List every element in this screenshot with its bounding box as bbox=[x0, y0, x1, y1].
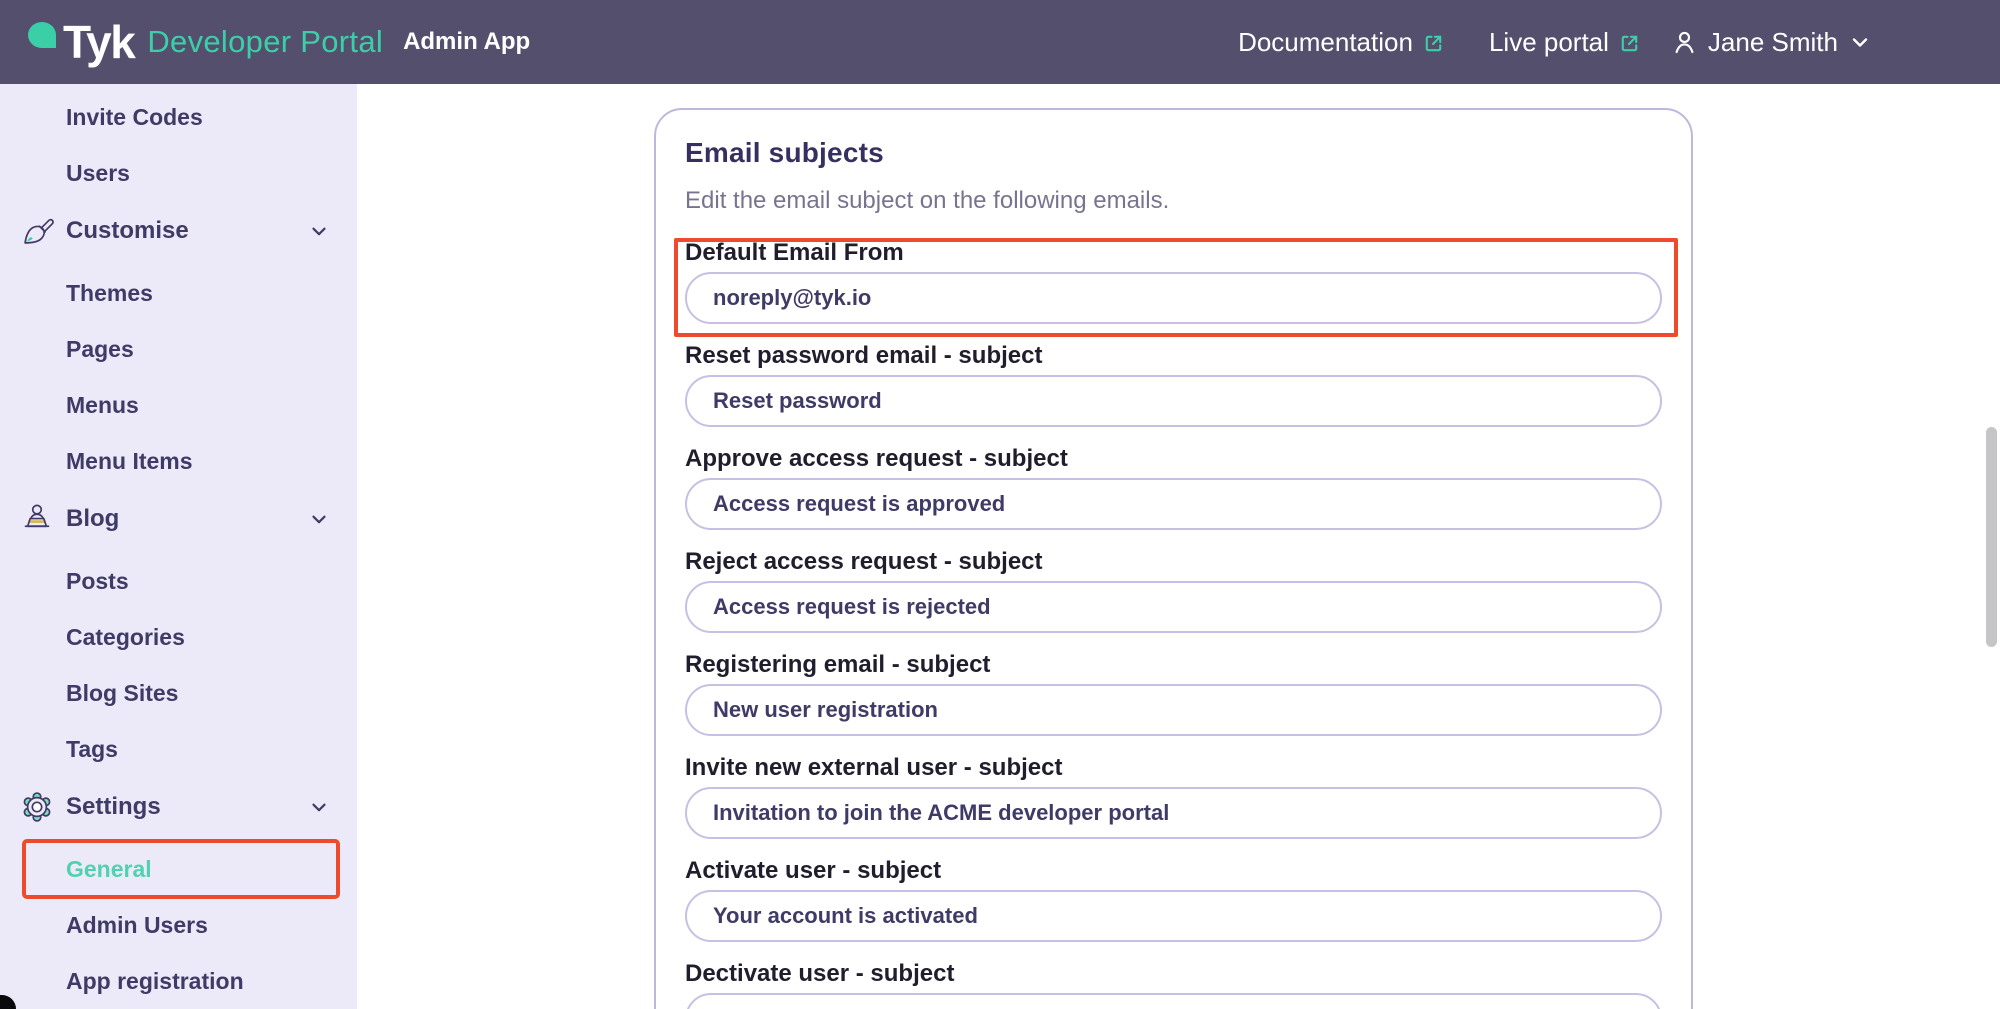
field-input-default-email-from[interactable] bbox=[685, 272, 1662, 324]
top-nav-bar: Tyk Developer Portal Admin App Documenta… bbox=[0, 0, 2000, 84]
sidebar-item-invite-codes[interactable]: Invite Codes bbox=[0, 89, 357, 145]
chevron-down-icon bbox=[308, 796, 330, 818]
field-group-default-email-from: Default Email From bbox=[674, 238, 1678, 337]
sidebar-link-label: Menu Items bbox=[66, 447, 193, 474]
sidebar-item-app-registration[interactable]: App registration bbox=[0, 953, 357, 1009]
sidebar-item-admin-users[interactable]: Admin Users bbox=[0, 897, 357, 953]
field-label: Reject access request - subject bbox=[685, 548, 1043, 575]
admin-app-label: Admin App bbox=[403, 28, 531, 55]
sidebar-link-label: Users bbox=[66, 159, 130, 186]
sidebar-item-general[interactable]: General bbox=[0, 839, 357, 899]
sidebar-link-label: Invite Codes bbox=[66, 103, 203, 130]
email-subject-fields: Default Email From Reset password email -… bbox=[674, 238, 1678, 1009]
field-label: Registering email - subject bbox=[685, 651, 991, 678]
sidebar-item-tags[interactable]: Tags bbox=[0, 721, 357, 777]
sidebar-item-themes[interactable]: Themes bbox=[0, 265, 357, 321]
sidebar-item-menu-items[interactable]: Menu Items bbox=[0, 433, 357, 489]
field-input-activate-user-subject[interactable] bbox=[685, 890, 1662, 942]
sidebar-item-blog-sites[interactable]: Blog Sites bbox=[0, 665, 357, 721]
sidebar-link-label: Categories bbox=[66, 623, 185, 650]
field-group-approve-access-request-subject: Approve access request - subject bbox=[685, 446, 1662, 530]
chevron-down-icon bbox=[308, 220, 330, 242]
sidebar-link-label: General bbox=[66, 855, 152, 882]
screen-corner-artifact bbox=[0, 995, 16, 1009]
sidebar-section-label: Customise bbox=[66, 217, 189, 244]
email-subjects-card: Email subjects Edit the email subject on… bbox=[654, 108, 1693, 1009]
external-link-icon bbox=[1618, 31, 1641, 54]
sidebar-link-label: Menus bbox=[66, 391, 139, 418]
sidebar-item-pages[interactable]: Pages bbox=[0, 321, 357, 377]
brand-suffix: Developer Portal bbox=[147, 24, 384, 59]
field-label: Approve access request - subject bbox=[685, 445, 1068, 472]
external-link-icon bbox=[1422, 31, 1445, 54]
field-group-reset-password-email-subject: Reset password email - subject bbox=[685, 343, 1662, 427]
sidebar-menu: Invite Codes Users Customise Themes Pages Men… bbox=[0, 84, 357, 1009]
sidebar-link-label: Themes bbox=[66, 279, 153, 306]
tyk-logo[interactable]: Tyk Developer Portal bbox=[28, 19, 383, 65]
field-input-dectivate-user-subject[interactable] bbox=[685, 993, 1662, 1009]
brand-name: Tyk bbox=[63, 16, 136, 68]
main-content: Email subjects Edit the email subject on… bbox=[357, 84, 2000, 1009]
sidebar-section-label: Blog bbox=[66, 505, 120, 532]
field-group-activate-user-subject: Activate user - subject bbox=[685, 858, 1662, 942]
sidebar-link-label: Posts bbox=[66, 567, 129, 594]
field-input-registering-email-subject[interactable] bbox=[685, 684, 1662, 736]
nav-live-portal-label: Live portal bbox=[1488, 26, 1609, 57]
sidebar-link-label: App registration bbox=[66, 967, 244, 994]
nav-live-portal-link[interactable]: Live portal bbox=[1489, 27, 1641, 58]
field-input-invite-new-external-user-subject[interactable] bbox=[685, 787, 1662, 839]
nav-documentation-link[interactable]: Documentation bbox=[1238, 27, 1445, 58]
chevron-down-icon bbox=[1848, 30, 1872, 54]
field-group-invite-new-external-user-subject: Invite new external user - subject bbox=[685, 755, 1662, 839]
sidebar-link-label: Admin Users bbox=[66, 911, 208, 938]
tyk-leaf-icon bbox=[28, 22, 56, 48]
gear-icon bbox=[20, 790, 54, 824]
field-input-approve-access-request-subject[interactable] bbox=[685, 478, 1662, 530]
user-name: Jane Smith bbox=[1707, 26, 1838, 57]
sidebar-link-label: Tags bbox=[66, 735, 118, 762]
sidebar-item-categories[interactable]: Categories bbox=[0, 609, 357, 665]
sidebar-item-customise[interactable]: Customise bbox=[0, 203, 357, 259]
field-group-registering-email-subject: Registering email - subject bbox=[685, 652, 1662, 736]
field-label: Reset password email - subject bbox=[685, 342, 1043, 369]
field-label: Default Email From bbox=[685, 239, 904, 266]
chevron-down-icon bbox=[308, 508, 330, 530]
top-nav-links: Documentation Live portal Jane Smith bbox=[1238, 27, 1872, 58]
sidebar-item-settings[interactable]: Settings bbox=[0, 779, 357, 835]
field-label: Invite new external user - subject bbox=[685, 754, 1063, 781]
sidebar-link-label: Pages bbox=[66, 335, 134, 362]
card-title: Email subjects bbox=[685, 137, 884, 168]
sidebar-item-posts[interactable]: Posts bbox=[0, 553, 357, 609]
sidebar-link-label: Blog Sites bbox=[66, 679, 179, 706]
paintbrush-icon bbox=[20, 214, 54, 248]
field-input-reset-password-email-subject[interactable] bbox=[685, 375, 1662, 427]
field-group-dectivate-user-subject: Dectivate user - subject bbox=[685, 961, 1662, 1009]
field-label: Dectivate user - subject bbox=[685, 960, 955, 987]
field-label: Activate user - subject bbox=[685, 857, 942, 884]
sidebar: Invite Codes Users Customise Themes Pages Men… bbox=[0, 84, 357, 1009]
sidebar-item-users[interactable]: Users bbox=[0, 145, 357, 201]
user-menu[interactable]: Jane Smith bbox=[1671, 27, 1872, 58]
sidebar-item-menus[interactable]: Menus bbox=[0, 377, 357, 433]
sidebar-section-label: Settings bbox=[66, 793, 161, 820]
nav-documentation-label: Documentation bbox=[1238, 26, 1413, 57]
field-input-reject-access-request-subject[interactable] bbox=[685, 581, 1662, 633]
card-subtitle: Edit the email subject on the following … bbox=[685, 187, 1170, 214]
blogger-icon bbox=[20, 502, 54, 536]
field-group-reject-access-request-subject: Reject access request - subject bbox=[685, 549, 1662, 633]
user-icon bbox=[1671, 29, 1698, 56]
sidebar-item-blog[interactable]: Blog bbox=[0, 491, 357, 547]
scrollbar-thumb[interactable] bbox=[1986, 427, 1997, 647]
